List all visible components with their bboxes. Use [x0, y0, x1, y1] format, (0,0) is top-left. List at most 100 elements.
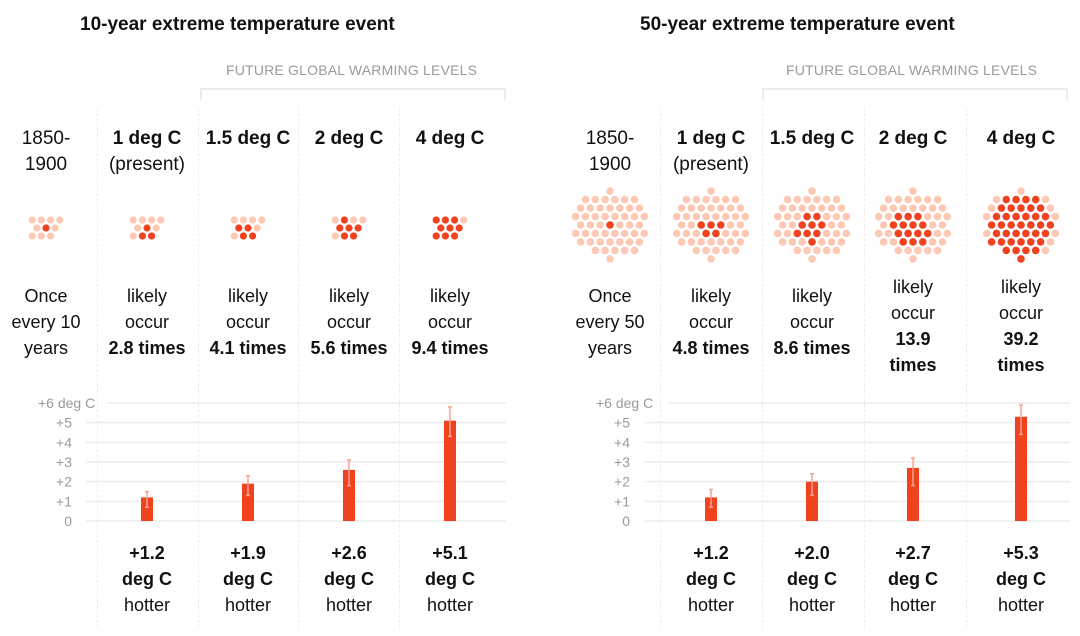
event-dot: [731, 246, 740, 255]
frequency-text: occur: [789, 312, 834, 332]
event-dot: [808, 187, 816, 195]
event-dot: [736, 238, 745, 246]
event-dot: [933, 195, 942, 204]
event-dot: [601, 229, 609, 238]
frequency-text: occur: [998, 303, 1043, 323]
temperature-value: +5.1: [432, 543, 468, 563]
event-dot: [938, 221, 947, 229]
frequency-text: occur: [688, 312, 733, 332]
event-dot-occurring: [235, 224, 243, 232]
event-dot: [731, 195, 740, 204]
y-tick-label: +4: [56, 434, 72, 450]
event-dot: [822, 229, 831, 238]
event-dot: [611, 212, 619, 221]
event-dot-occurring: [1041, 229, 1050, 238]
frequency-label: likely occur 13.9 times: [863, 274, 963, 378]
event-dot: [832, 246, 841, 255]
dot-cluster: [773, 187, 851, 263]
event-dot: [832, 195, 841, 204]
frequency-label: likely occur 39.2 times: [971, 274, 1071, 378]
event-dot-occurring: [432, 216, 440, 224]
event-dot-occurring: [702, 229, 710, 238]
frequency-text: every 50: [575, 312, 645, 332]
event-dot: [1051, 229, 1060, 238]
event-dot: [773, 229, 782, 238]
event-dot: [837, 204, 846, 212]
event-dot-occurring: [793, 229, 802, 238]
event-dot: [687, 204, 696, 212]
frequency-label: Once every 10 years: [0, 283, 96, 361]
event-dot: [788, 204, 797, 212]
event-dot: [677, 204, 686, 212]
event-dot-occurring: [992, 212, 1001, 221]
panel-10-year: 10-year extreme temperature event FUTURE…: [80, 14, 506, 100]
event-dot-occurring: [697, 221, 705, 229]
temperature-unit: deg C: [121, 569, 172, 589]
event-dot: [620, 246, 629, 255]
frequency-text: occur: [124, 312, 169, 332]
event-dot: [697, 204, 705, 212]
event-dot: [635, 238, 644, 246]
y-tick-label: 0: [64, 513, 72, 529]
temperature-value: +1.2: [693, 543, 729, 563]
event-dot: [692, 212, 701, 221]
event-dot: [581, 212, 590, 221]
hotter-text: hotter: [426, 595, 474, 615]
y-tick-label: +5: [614, 415, 630, 431]
event-dot-occurring: [1002, 229, 1011, 238]
temperature-unit: deg C: [323, 569, 374, 589]
y-tick-label: +6 deg C: [596, 395, 653, 411]
event-dot: [717, 204, 725, 212]
column-header: 1 deg C (present): [661, 126, 761, 178]
event-dot: [778, 221, 787, 229]
event-dot: [630, 212, 639, 221]
warming-level: 2 deg C: [878, 128, 948, 149]
hotter-text: hotter: [224, 595, 272, 615]
event-dot: [889, 204, 898, 212]
event-dot-occurring: [992, 229, 1001, 238]
frequency-text: likely: [328, 286, 369, 306]
event-dot: [884, 195, 893, 204]
y-tick-label: +3: [56, 454, 72, 470]
event-dot: [571, 212, 580, 221]
column-subheader: (present): [672, 154, 750, 175]
event-dot: [726, 221, 735, 229]
event-dot: [837, 221, 846, 229]
event-dot-occurring: [432, 232, 440, 240]
frequency-label: likely occur 5.6 times: [299, 283, 399, 361]
event-dot-occurring: [909, 221, 917, 229]
y-tick-label: +3: [614, 454, 630, 470]
event-dot: [601, 195, 609, 204]
event-dot-occurring: [340, 232, 348, 240]
warming-level: 2 deg C: [314, 128, 384, 149]
event-dot-occurring: [1022, 229, 1030, 238]
event-dot: [138, 216, 146, 224]
event-dot: [813, 195, 821, 204]
event-dot: [721, 246, 730, 255]
event-dot: [616, 221, 624, 229]
event-dot: [1051, 212, 1060, 221]
temperature-increase-label: +2.0 deg C hotter: [762, 540, 862, 618]
event-dot: [230, 232, 238, 240]
event-dot: [707, 187, 715, 195]
event-dot: [894, 195, 903, 204]
temperature-unit: deg C: [786, 569, 837, 589]
event-dot: [460, 216, 468, 224]
warming-level: 1 deg C: [112, 128, 182, 149]
event-dot: [798, 238, 806, 246]
event-dot: [827, 238, 836, 246]
event-dot-occurring: [889, 221, 898, 229]
event-dot-occurring: [1022, 212, 1030, 221]
temperature-increase-label: +1.9 deg C hotter: [198, 540, 298, 618]
event-dot: [635, 204, 644, 212]
frequency-text: likely: [892, 277, 933, 297]
event-dot-occurring: [1007, 204, 1015, 212]
event-dot: [827, 204, 836, 212]
frequency-text: years: [587, 338, 632, 358]
frequency-text: years: [23, 338, 68, 358]
future-warming-label: FUTURE GLOBAL WARMING LEVELS: [786, 62, 1038, 78]
panel-title: 50-year extreme temperature event: [640, 14, 955, 35]
column-header: 1.5 deg C: [762, 126, 862, 152]
event-dot-occurring: [803, 212, 811, 221]
event-dot: [697, 238, 705, 246]
